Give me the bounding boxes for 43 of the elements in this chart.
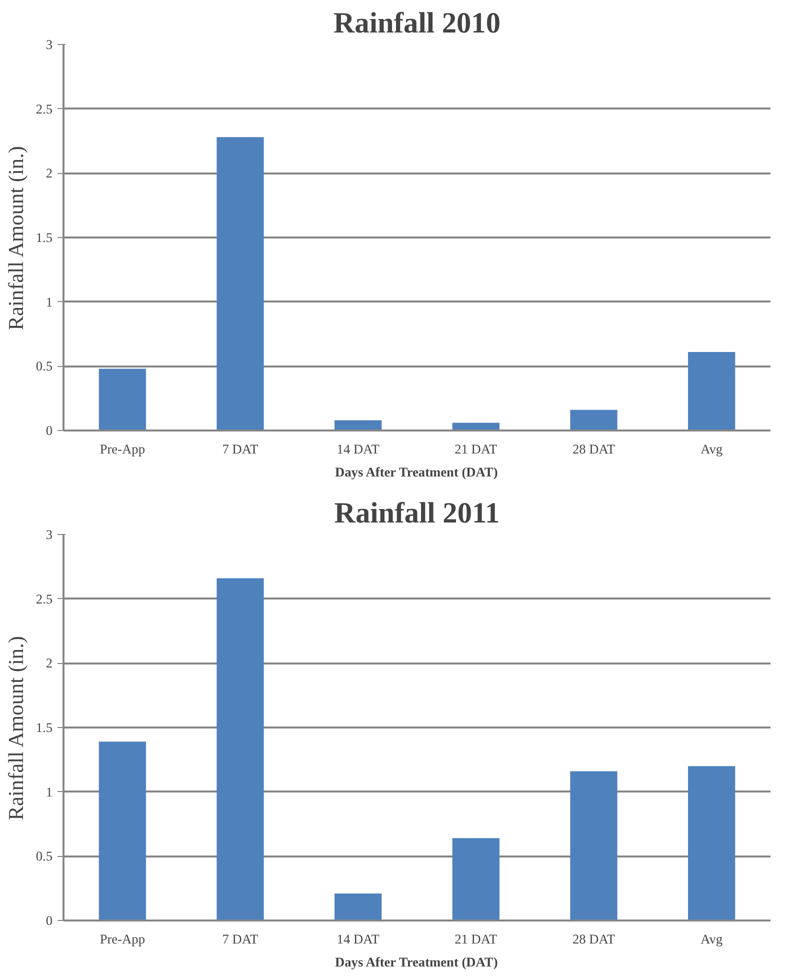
x-tick-label: Avg: [700, 442, 723, 456]
x-tick-label: 21 DAT: [454, 932, 498, 946]
x-axis-title: Days After Treatment (DAT): [335, 464, 498, 480]
x-tick-label: Avg: [700, 932, 723, 946]
y-tick-label: 0: [46, 913, 53, 928]
bar: [216, 137, 264, 430]
x-axis-title: Days After Treatment (DAT): [335, 954, 498, 970]
x-tick-label: 28 DAT: [572, 932, 616, 946]
y-tick-label: 0.5: [36, 848, 53, 864]
x-tick-label: 7 DAT: [222, 442, 258, 456]
bar: [570, 771, 618, 920]
bar: [98, 368, 146, 430]
y-tick-label: 1: [46, 294, 53, 310]
y-tick-label: 1: [46, 784, 53, 800]
y-tick-label: 2: [46, 166, 53, 181]
bar: [452, 838, 500, 920]
y-tick-label: 0.5: [36, 358, 53, 374]
bar: [98, 742, 146, 920]
bar: [688, 766, 736, 920]
bar: [334, 893, 382, 920]
bar: [334, 420, 382, 430]
chart-title: Rainfall 2011: [334, 498, 500, 530]
y-tick-label: 2.5: [36, 591, 53, 606]
y-tick-label: 2.5: [36, 101, 53, 116]
bar: [688, 352, 736, 430]
y-axis-title: Rainfall Amount (in.): [4, 146, 28, 330]
y-tick-label: 3: [46, 37, 53, 52]
x-tick-label: Pre-App: [100, 442, 146, 456]
y-tick-label: 1.5: [36, 230, 53, 245]
y-axis-title: Rainfall Amount (in.): [4, 636, 28, 820]
x-tick-label: 28 DAT: [572, 442, 616, 456]
x-tick-label: 21 DAT: [454, 442, 498, 456]
y-tick-label: 3: [46, 527, 53, 542]
chart-title: Rainfall 2010: [333, 8, 501, 40]
x-tick-label: 14 DAT: [336, 442, 380, 456]
y-tick-label: 2: [46, 656, 53, 671]
x-tick-label: Pre-App: [100, 932, 146, 946]
y-tick-label: 0: [46, 423, 53, 438]
y-tick-label: 1.5: [36, 720, 53, 735]
x-tick-label: 14 DAT: [336, 932, 380, 946]
bar: [216, 578, 264, 920]
bar: [570, 410, 618, 430]
x-tick-label: 7 DAT: [222, 932, 258, 946]
